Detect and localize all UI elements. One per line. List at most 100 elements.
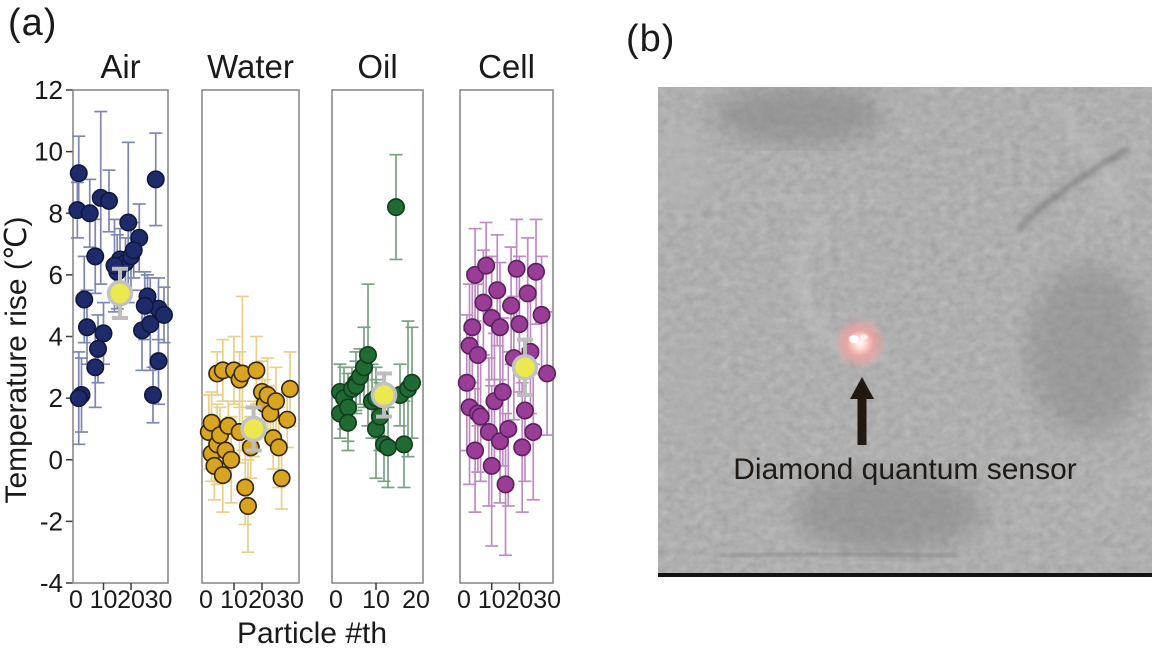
data-point: [394, 435, 413, 454]
x-tick-label: 20: [402, 586, 430, 614]
data-point: [239, 496, 258, 515]
data-point: [155, 305, 174, 324]
data-point: [491, 432, 510, 451]
x-tick-label: 0: [329, 586, 343, 614]
data-point: [213, 466, 232, 485]
panel-title: Water: [207, 48, 294, 85]
data-point: [78, 318, 97, 337]
data-point: [477, 256, 496, 275]
micrograph-texture: [658, 87, 1152, 573]
x-tick-label: 0: [457, 586, 471, 614]
micrograph-caption: Diamond quantum sensor: [733, 453, 1077, 486]
x-tick-label: 0: [69, 586, 83, 614]
x-tick-label: 10: [90, 586, 118, 614]
y-tick-label: 0: [49, 445, 63, 475]
y-tick-label: 2: [49, 383, 63, 413]
data-point: [338, 398, 357, 417]
data-point: [518, 284, 537, 303]
data-point: [527, 262, 546, 281]
data-point: [488, 281, 507, 300]
x-tick-label: 30: [533, 586, 561, 614]
x-tick-label: 10: [478, 586, 506, 614]
x-tick-label: 20: [117, 586, 145, 614]
data-point: [386, 198, 405, 217]
y-tick-label: -4: [40, 568, 63, 598]
mean-marker: [511, 354, 539, 381]
data-point: [80, 204, 99, 223]
data-point: [358, 345, 377, 364]
y-tick-label: 12: [34, 75, 63, 105]
panel-b-label: (b): [626, 18, 676, 60]
data-point: [515, 401, 534, 420]
data-point: [269, 438, 288, 457]
data-point: [532, 305, 551, 324]
data-point: [471, 407, 490, 426]
mean-marker: [240, 415, 267, 443]
annotation-arrow-up-icon: [850, 377, 874, 445]
y-tick-label: 8: [49, 198, 63, 228]
data-point: [482, 456, 501, 475]
data-point: [507, 259, 526, 278]
data-point: [69, 389, 88, 408]
data-point: [69, 164, 88, 183]
data-point: [86, 247, 105, 266]
data-point: [149, 352, 168, 371]
data-point: [202, 413, 221, 432]
data-point: [474, 293, 493, 312]
y-axis-label: Temperature rise (℃): [0, 216, 33, 503]
data-point: [278, 410, 297, 429]
data-point: [493, 382, 512, 401]
y-tick-label: 6: [49, 260, 63, 290]
x-axis-label: Particle #th: [237, 617, 387, 650]
data-point: [119, 213, 138, 232]
micrograph-cell-structures: [658, 87, 1152, 559]
panel-title: Air: [100, 48, 140, 85]
data-point: [457, 373, 476, 392]
laser-spot: [833, 316, 887, 370]
panel-box: [331, 89, 424, 584]
panel-box: [201, 89, 300, 584]
data-point: [146, 170, 165, 189]
x-tick-label: 30: [145, 586, 173, 614]
panel-title: Cell: [478, 48, 535, 85]
data-point: [491, 318, 510, 337]
data-point: [338, 413, 357, 432]
panel-a-label: (a): [8, 2, 58, 44]
data-point: [499, 419, 518, 438]
data-point: [378, 438, 397, 457]
data-point: [141, 315, 160, 334]
data-point: [222, 450, 241, 469]
data-point: [144, 386, 163, 405]
data-point: [272, 469, 291, 488]
data-point: [280, 379, 299, 398]
data-point: [466, 441, 485, 460]
micrograph-image: Diamond quantum sensor: [658, 87, 1152, 577]
panel-title: Oil: [357, 48, 397, 85]
data-point: [236, 478, 255, 497]
data-point: [510, 315, 529, 334]
y-tick-label: -2: [40, 506, 63, 536]
x-tick-label: 20: [505, 586, 533, 614]
data-point: [496, 475, 515, 494]
x-tick-label: 0: [199, 586, 213, 614]
data-point: [463, 318, 482, 337]
data-point: [89, 339, 108, 358]
x-tick-label: 10: [220, 586, 248, 614]
data-point: [502, 296, 521, 315]
data-point: [135, 296, 154, 315]
panel-box: [72, 89, 169, 584]
data-point: [86, 358, 105, 377]
data-point: [94, 324, 113, 343]
y-tick-label: 10: [34, 137, 63, 167]
data-point: [100, 191, 119, 210]
y-tick-label: 4: [49, 322, 63, 352]
mean-marker: [106, 280, 134, 307]
data-point: [524, 423, 543, 442]
data-point: [75, 290, 94, 309]
x-tick-label: 10: [362, 586, 390, 614]
mean-marker: [370, 381, 398, 409]
data-point: [513, 438, 532, 457]
data-point: [247, 361, 266, 380]
panel-box: [459, 89, 554, 584]
